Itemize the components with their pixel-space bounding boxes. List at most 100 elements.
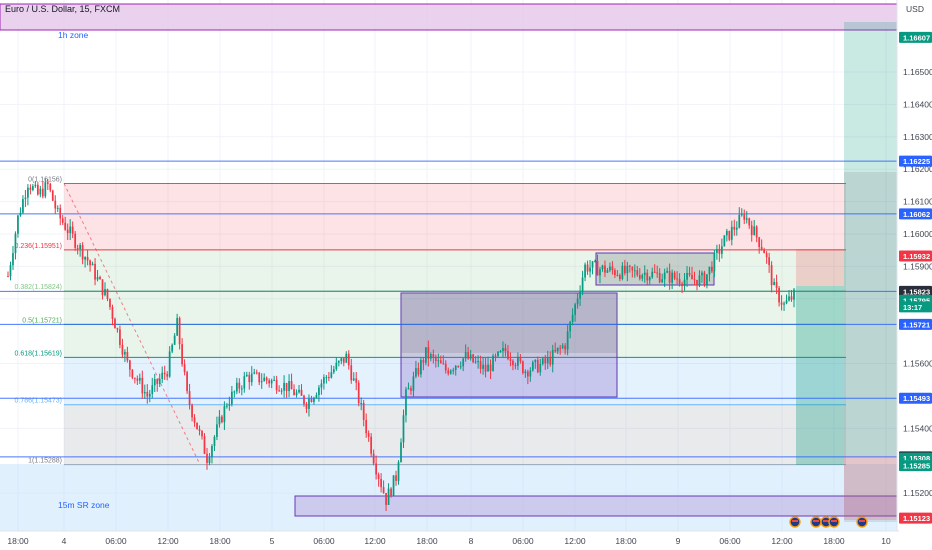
candle-body [614,270,616,276]
candle-body [643,272,646,276]
candle-body [509,358,512,361]
candle-body [158,378,161,384]
candle-body [738,214,741,228]
candle-body [360,402,363,404]
price-badge-label: 1.16062 [903,210,930,219]
candle-body [268,380,271,384]
candle-body [793,289,795,300]
price-badge-label: 1.15493 [903,394,930,403]
candle-body [46,182,49,184]
candle-body [248,374,251,383]
candle-body [474,361,477,363]
candle-body [745,218,748,220]
candle-body [713,252,716,272]
candle-body [29,187,32,190]
candle-body [151,385,154,394]
candle-body [12,253,14,266]
candle-body [71,226,74,234]
candle-body [104,289,106,296]
candle-body [216,424,218,437]
price-badge [899,250,932,262]
candle-body [658,273,661,283]
candle-body [536,359,539,373]
candle-body [56,207,59,209]
candle-body [407,388,410,390]
candle-body [499,351,502,353]
candle-body [765,253,768,258]
candle-body [124,351,126,355]
candle-body [415,368,417,377]
candle-body [119,329,121,345]
candle-body [273,379,276,381]
candle-body [626,265,629,274]
candle-body [479,360,482,369]
candle-body [81,245,84,260]
price-badge [899,31,932,43]
candle-body [89,260,91,266]
candle-body [785,300,788,304]
event-flag-icon [810,516,822,528]
candle-body [730,226,733,240]
candle-body [352,378,355,381]
fib-retracement: 0(1.16156)0.236(1.15951)0.382(1.15824)0.… [15,176,846,466]
candle-body [357,382,360,404]
candle-body [323,377,325,384]
candle-body [196,422,198,430]
candle-body [484,364,487,372]
candle-body [325,377,328,379]
candle-body [69,226,72,234]
price-badge-label: 1.15123 [903,514,930,523]
candle-body [260,381,263,383]
candle-body [691,274,693,280]
candle-body [44,182,47,197]
candle-body [208,457,211,463]
candle-body [758,237,761,248]
candle-body [531,362,534,371]
candle-body [136,378,139,381]
candle-body [604,265,606,273]
candle-body [549,357,552,365]
x-tick-label: 8 [469,536,474,546]
zone-15m-sr-label: 15m SR zone [58,500,110,510]
candle-body [686,272,688,280]
time-axis-bg [0,531,899,550]
candle-body [646,272,649,281]
price-badge [899,318,932,330]
candle-body [250,373,253,383]
candle-body [425,347,427,363]
fib-level-label: 0.236(1.15951) [15,243,62,250]
candle-body [743,214,746,220]
candle-body [255,372,258,374]
candle-body [213,436,216,446]
event-flag-stripe [823,520,829,522]
candle-body [183,364,186,373]
candle-body [631,266,634,271]
candle-body [288,381,290,392]
candle-body [696,279,698,286]
x-tick-label: 4 [62,536,67,546]
candle-body [345,353,348,363]
candle-body [653,271,656,273]
y-tick-label: 1.16500 [903,67,932,77]
candle-body [452,370,455,372]
candle-body [556,347,559,352]
candle-body [775,282,778,288]
candle-body [609,266,611,271]
candle-body [656,272,659,274]
candle-body [126,351,129,361]
candle-body [86,256,89,261]
x-tick-label: 18:00 [209,536,231,546]
candle-body [382,487,385,494]
candle-body [245,374,248,377]
x-tick-label: 5 [270,536,275,546]
candle-body [703,272,706,286]
candle-body [427,347,430,359]
candle-body [559,347,562,349]
candle-body [437,360,440,362]
candle-body [54,200,57,209]
candle-body [432,354,435,357]
position-tool [796,22,898,522]
candle-body [611,266,614,271]
candle-body [64,222,67,230]
